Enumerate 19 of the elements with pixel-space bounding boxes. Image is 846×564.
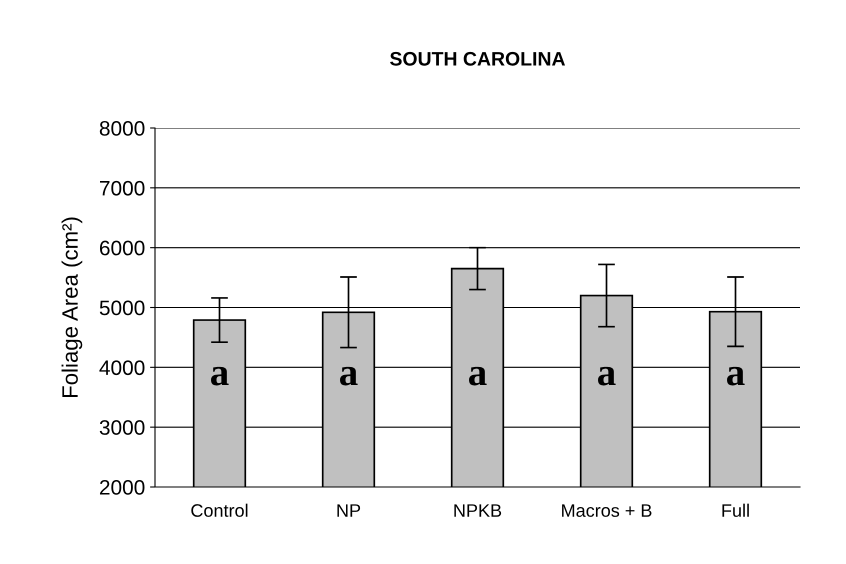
annotation: a (211, 366, 229, 386)
annotation: a (469, 366, 487, 386)
chart-title: SOUTH CAROLINA (390, 52, 566, 66)
x-tick-label: Full (722, 504, 749, 517)
y-tick-label: 2000 (100, 480, 144, 495)
y-tick-label: 6000 (100, 240, 144, 256)
y-axis-title: Foliage Area (cm²) (62, 217, 82, 398)
y-tick-label: 7000 (100, 180, 144, 196)
x-tick-label: NP (337, 504, 360, 517)
x-tick-label: Macros + B (562, 504, 652, 517)
y-tick-label: 8000 (100, 121, 144, 136)
annotation: a (340, 366, 358, 386)
y-tick-label: 3000 (100, 420, 144, 435)
annotation: a (598, 366, 616, 386)
x-tick-label: Control (191, 504, 248, 517)
annotation: a (727, 366, 745, 386)
y-tick-label: 5000 (100, 300, 144, 316)
y-tick-label: 4000 (99, 360, 144, 376)
x-tick-label: NPKB (454, 504, 502, 517)
